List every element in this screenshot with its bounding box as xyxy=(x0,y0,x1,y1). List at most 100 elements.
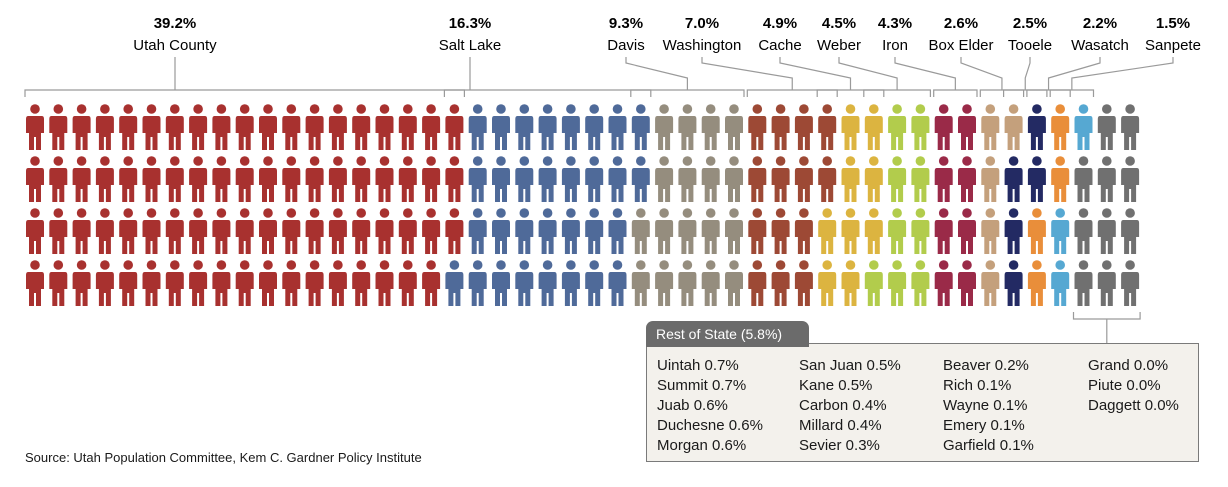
person-icon xyxy=(701,260,720,306)
rest-of-state-title: Rest of State (5.8%) xyxy=(646,321,809,347)
person-icon xyxy=(561,260,580,306)
person-icon xyxy=(701,156,720,202)
person-icon xyxy=(375,208,394,254)
person-icon xyxy=(818,208,837,254)
person-icon xyxy=(165,104,184,150)
person-icon xyxy=(1051,208,1070,254)
person-icon xyxy=(585,260,604,306)
person-icon xyxy=(515,260,534,306)
rest-of-state-entry: Beaver 0.2% xyxy=(943,357,1029,374)
person-icon xyxy=(911,260,930,306)
rest-of-state-entry: Summit 0.7% xyxy=(657,377,747,394)
person-icon xyxy=(375,104,394,150)
person-icon xyxy=(1121,156,1140,202)
person-icon xyxy=(189,208,208,254)
person-icon xyxy=(189,104,208,150)
county-name: Box Elder xyxy=(928,37,993,54)
county-name: Weber xyxy=(817,37,861,54)
person-icon xyxy=(1121,208,1140,254)
person-icon xyxy=(26,156,44,202)
rest-bracket-line xyxy=(1072,312,1141,343)
county-percent: 4.3% xyxy=(878,15,912,32)
rest-of-state-entry: Carbon 0.4% xyxy=(799,397,887,414)
county-percent: 39.2% xyxy=(154,15,197,32)
person-icon xyxy=(841,260,860,306)
person-icon xyxy=(631,156,650,202)
person-icon xyxy=(655,208,674,254)
person-icon xyxy=(701,208,720,254)
person-icon xyxy=(888,156,907,202)
person-icon xyxy=(95,260,114,306)
person-icon xyxy=(1027,156,1046,202)
county-bracket xyxy=(630,89,745,97)
person-icon xyxy=(678,156,697,202)
county-percent: 2.5% xyxy=(1013,15,1047,32)
county-name: Cache xyxy=(758,37,801,54)
person-icon xyxy=(142,156,161,202)
county-percent: 9.3% xyxy=(609,15,643,32)
person-icon xyxy=(841,156,860,202)
person-icon xyxy=(748,104,767,150)
person-icon xyxy=(981,156,1000,202)
person-icon xyxy=(678,260,697,306)
person-icon xyxy=(841,208,860,254)
person-icon xyxy=(468,208,487,254)
person-icon xyxy=(1004,208,1023,254)
person-icon xyxy=(282,156,301,202)
person-icon xyxy=(911,156,930,202)
person-icon xyxy=(725,260,743,306)
person-icon xyxy=(934,156,953,202)
person-icon xyxy=(678,104,697,150)
person-icon xyxy=(794,156,813,202)
person-icon xyxy=(445,260,464,306)
person-icon xyxy=(1097,104,1116,150)
person-icon xyxy=(818,260,837,306)
person-icon xyxy=(608,156,627,202)
person-icon xyxy=(981,208,1000,254)
person-icon xyxy=(1121,260,1140,306)
person-icons-grid xyxy=(26,104,1140,306)
person-icon xyxy=(725,208,743,254)
county-name: Tooele xyxy=(1008,37,1052,54)
person-icon xyxy=(934,260,953,306)
label-leader xyxy=(894,57,956,90)
person-icon xyxy=(771,208,790,254)
person-icon xyxy=(631,104,650,150)
person-icon xyxy=(888,104,907,150)
person-icon xyxy=(235,156,254,202)
county-percent: 7.0% xyxy=(685,15,719,32)
person-icon xyxy=(282,208,301,254)
person-icon xyxy=(305,208,324,254)
county-bracket xyxy=(1003,89,1048,97)
person-icon xyxy=(26,208,44,254)
person-icon xyxy=(422,260,441,306)
label-leader xyxy=(1047,57,1101,90)
person-icon xyxy=(235,260,254,306)
person-icon xyxy=(585,156,604,202)
person-icon xyxy=(958,156,976,202)
person-icon xyxy=(492,260,510,306)
person-icon xyxy=(305,104,324,150)
rest-of-state-entry: Juab 0.6% xyxy=(657,397,728,414)
person-icon xyxy=(1027,208,1046,254)
rest-of-state-column: Beaver 0.2% Rich 0.1% Wayne 0.1% Emery 0.1%… xyxy=(943,356,1034,456)
label-leader xyxy=(1071,57,1174,90)
label-leader xyxy=(701,57,793,90)
person-icon xyxy=(49,104,68,150)
person-icon xyxy=(794,260,813,306)
label-leader xyxy=(960,57,1003,90)
person-icon xyxy=(1004,104,1023,150)
person-icon xyxy=(259,208,277,254)
person-icon xyxy=(1074,260,1093,306)
person-icon xyxy=(165,260,184,306)
person-icon xyxy=(818,156,837,202)
person-icon xyxy=(771,104,790,150)
person-icon xyxy=(189,156,208,202)
person-icon xyxy=(841,104,860,150)
county-percent: 1.5% xyxy=(1156,15,1190,32)
person-icon xyxy=(212,156,231,202)
person-icon xyxy=(818,104,837,150)
rest-of-state-column: San Juan 0.5% Kane 0.5% Carbon 0.4% Millard… xyxy=(799,356,901,456)
person-icon xyxy=(864,260,883,306)
